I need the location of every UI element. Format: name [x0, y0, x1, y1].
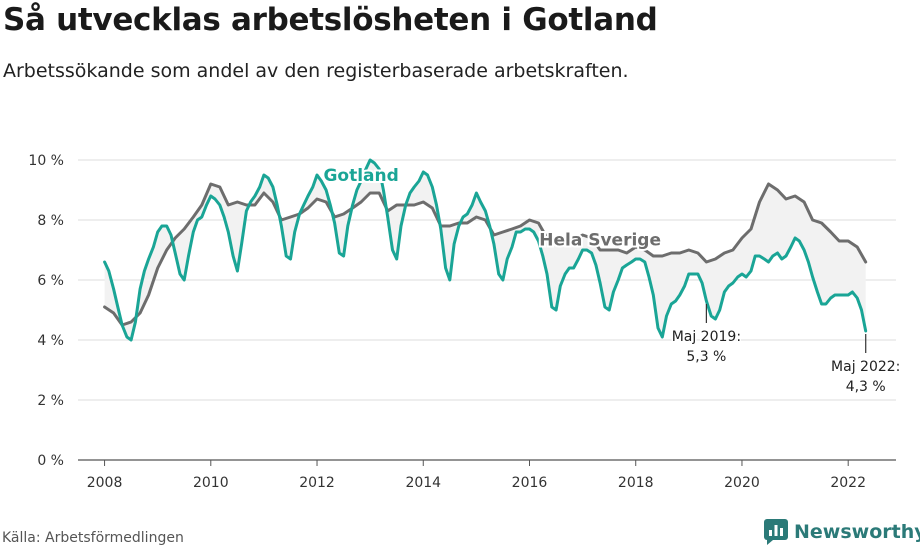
- series-label-sverige: Hela Sverige: [539, 231, 661, 251]
- x-tick-label: 2008: [87, 475, 123, 491]
- y-tick-label: 0 %: [37, 453, 64, 469]
- annotations: Maj 2019: 5,3 % Maj 2022: 4,3 %: [670, 304, 902, 397]
- x-tick-label: 2010: [193, 475, 229, 491]
- y-tick-label: 2 %: [37, 393, 64, 409]
- annotation-label: Maj 2019:: [672, 329, 741, 345]
- page-title: Så utvecklas arbetslösheten i Gotland: [3, 2, 658, 38]
- series-line-gotland: [103, 158, 868, 342]
- y-tick-label: 4 %: [37, 333, 64, 349]
- series-label-gotland: Gotland: [323, 166, 398, 186]
- x-tick-label: 2022: [830, 475, 866, 491]
- x-tick-label: 2014: [405, 475, 441, 491]
- x-tick-label: 2012: [299, 475, 335, 491]
- brand[interactable]: Newsworthy: [764, 519, 920, 545]
- x-tick-label: 2016: [512, 475, 548, 491]
- series-lines: [103, 158, 868, 342]
- annotation-value: 4,3 %: [846, 379, 886, 395]
- source-note: Källa: Arbetsförmedlingen: [2, 530, 184, 546]
- y-tick-label: 8 %: [37, 213, 64, 229]
- page-subtitle: Arbetssökande som andel av den registerb…: [3, 60, 629, 82]
- axes: 0 % 2 % 4 % 6 % 8 % 10 % 2008 2010 2012 2014 2016 2…: [28, 153, 866, 491]
- y-tick-label: 6 %: [37, 273, 64, 289]
- annotation-label: Maj 2022:: [831, 359, 900, 375]
- difference-band: [104, 160, 866, 340]
- series-line-sverige: [103, 182, 868, 327]
- y-tick-label: 10 %: [28, 153, 64, 169]
- series-labels: Gotland Hela Sverige: [321, 164, 663, 253]
- annotation-value: 5,3 %: [686, 349, 726, 365]
- x-tick-label: 2018: [618, 475, 654, 491]
- brand-name: Newsworthy: [794, 521, 920, 543]
- x-tick-label: 2020: [724, 475, 760, 491]
- newsworthy-logo-icon: [764, 519, 788, 545]
